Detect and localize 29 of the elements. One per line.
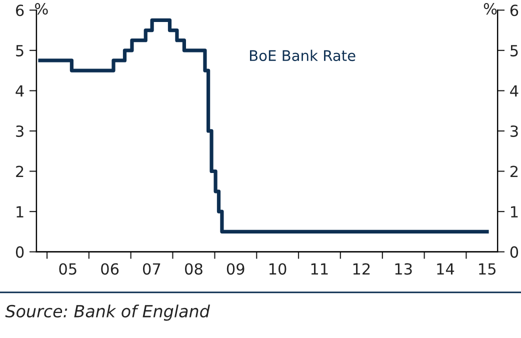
y2-tick-label: 1 [511,206,518,218]
y-tick-label: 4 [16,85,24,96]
y2-tick-label: 6 [510,4,518,16]
x-tick-label: 14 [437,263,454,275]
y2-tick-label: 4 [510,85,518,96]
source-note: Source: Bank of England [5,304,210,321]
y-tick-label: 1 [16,206,24,218]
x-tick-label: 12 [353,263,370,275]
text: BoE Bank Rate [250,50,356,62]
x-tick-label: 15 [479,263,496,275]
x-tick-label: 07 [143,263,160,275]
y-tick-label: 3 [16,125,24,137]
y-tick-label: 6 [16,4,24,16]
y2-tick-label: 2 [510,166,518,178]
y2-tick-label: 3 [510,125,518,137]
y-tick-label: 5 [16,45,24,56]
x-tick-label: 13 [395,263,412,275]
x-tick-label: 08 [185,263,202,275]
y2-tick-label: 0 [510,246,518,258]
y-axis-title: % [35,3,48,15]
x-tick-label: 06 [101,263,119,275]
x-tick-label: 09 [226,263,244,275]
y2-tick-label: 5 [510,45,518,56]
x-tick-label: 05 [59,263,76,275]
y-tick-label: 0 [16,246,24,258]
x-tick-label: 11 [311,263,328,275]
y-tick-label: 2 [16,166,24,178]
x-tick-label: 10 [269,263,286,275]
y2-axis-title: % [484,3,497,15]
